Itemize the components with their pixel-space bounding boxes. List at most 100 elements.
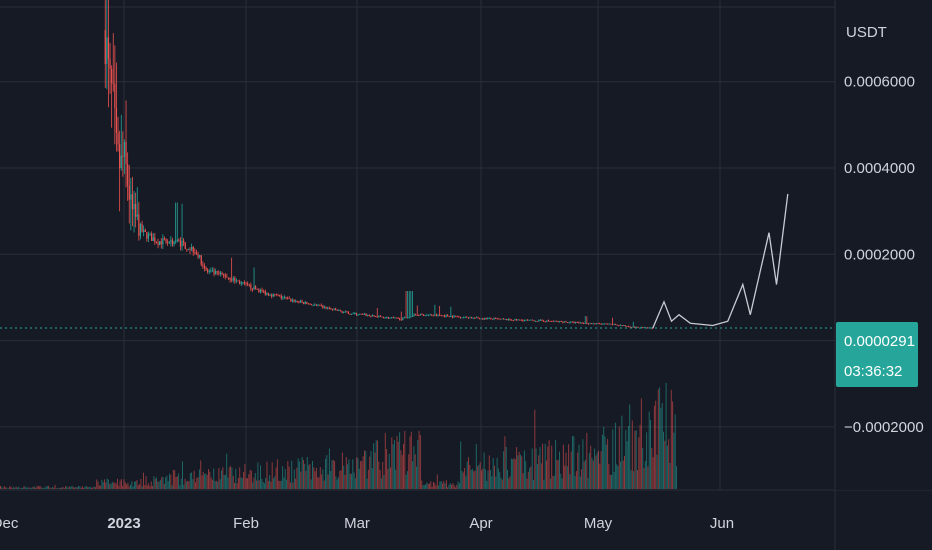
candle-body bbox=[389, 317, 391, 319]
volume-bar bbox=[465, 475, 467, 489]
volume-bar bbox=[551, 445, 553, 489]
volume-bar bbox=[379, 469, 381, 489]
volume-bar bbox=[374, 452, 376, 489]
candle-body bbox=[415, 314, 417, 316]
candle-body bbox=[221, 272, 223, 275]
candle-body bbox=[152, 237, 154, 241]
volume-bar bbox=[583, 461, 585, 489]
candle-body bbox=[283, 297, 286, 299]
volume-bar bbox=[114, 482, 116, 489]
volume-bar bbox=[40, 486, 42, 489]
candle-body bbox=[320, 304, 322, 306]
volume-bar bbox=[386, 449, 388, 489]
volume-bar bbox=[566, 466, 568, 489]
volume-bar bbox=[521, 456, 523, 489]
volume-bar bbox=[325, 458, 326, 489]
volume-bar bbox=[107, 479, 109, 489]
volume-bar bbox=[568, 444, 570, 489]
candle-body bbox=[275, 294, 278, 296]
volume-bar bbox=[287, 461, 289, 489]
volume-bar bbox=[327, 474, 329, 489]
candle-body bbox=[456, 316, 458, 318]
volume-bar bbox=[599, 463, 601, 489]
volume-bar bbox=[263, 483, 265, 489]
volume-bar bbox=[639, 424, 641, 489]
candle-body bbox=[213, 270, 215, 275]
volume-bar bbox=[377, 440, 378, 489]
candle-body bbox=[573, 321, 575, 323]
volume-bar bbox=[61, 487, 63, 489]
volume-bar bbox=[530, 466, 532, 489]
volume-bar bbox=[111, 481, 113, 489]
volume-bar bbox=[501, 479, 503, 489]
candle-body bbox=[274, 294, 276, 295]
candles bbox=[104, 0, 654, 330]
volume-bar bbox=[621, 415, 623, 489]
candle-body bbox=[552, 321, 554, 322]
candle-body bbox=[491, 318, 494, 320]
volume-bar bbox=[630, 470, 632, 489]
candle-body bbox=[199, 255, 201, 257]
volume-bar bbox=[421, 480, 423, 489]
volume-bar bbox=[497, 468, 499, 489]
volume-bar bbox=[391, 437, 393, 489]
price-axis[interactable]: USDT bbox=[834, 0, 932, 550]
volume-bar bbox=[496, 457, 498, 489]
volume-bar bbox=[438, 485, 440, 489]
volume-bar bbox=[158, 481, 160, 489]
volume-bar bbox=[609, 474, 611, 489]
x-tick-label: Apr bbox=[469, 515, 492, 532]
candle-body bbox=[592, 323, 594, 325]
candle-body bbox=[584, 322, 586, 324]
candle-body bbox=[483, 317, 486, 320]
candle-body bbox=[189, 249, 191, 250]
volume-bar bbox=[98, 485, 100, 489]
volume-bar bbox=[113, 482, 115, 489]
volume-bar bbox=[666, 445, 668, 489]
candle-body bbox=[471, 317, 473, 319]
volume-bar bbox=[408, 454, 410, 489]
candle-body bbox=[397, 317, 399, 319]
volume-bar bbox=[148, 483, 150, 489]
volume-bar bbox=[468, 457, 469, 489]
volume-bar bbox=[306, 456, 308, 489]
volume-bar bbox=[336, 479, 338, 489]
volume-bar bbox=[334, 461, 336, 489]
volume-bar bbox=[317, 477, 319, 489]
volume-bar bbox=[304, 463, 306, 489]
candle-body bbox=[170, 240, 172, 242]
volume-bar bbox=[423, 485, 425, 489]
candle-body bbox=[250, 284, 252, 289]
volume-bar bbox=[253, 477, 255, 489]
candle-body bbox=[530, 319, 532, 321]
candle-body bbox=[183, 240, 185, 243]
volume-bar bbox=[74, 487, 76, 489]
volume-bar bbox=[110, 483, 112, 489]
candle-body bbox=[295, 300, 297, 302]
volume-bar bbox=[162, 476, 164, 489]
candle-body bbox=[522, 320, 524, 321]
volume-bar bbox=[222, 467, 224, 489]
candle-body bbox=[133, 203, 135, 210]
candle-body bbox=[117, 132, 119, 145]
candle-body bbox=[299, 300, 302, 303]
volume-bar bbox=[617, 465, 619, 489]
projection-line bbox=[652, 193, 789, 329]
volume-bar bbox=[404, 431, 406, 489]
volume-bar bbox=[295, 478, 297, 489]
volume-bar bbox=[494, 465, 495, 489]
candle-body bbox=[571, 321, 574, 323]
candle-body bbox=[343, 312, 345, 313]
volume-bar bbox=[330, 470, 332, 489]
current-price-badge[interactable]: 0.0000291 03:36:32 bbox=[836, 322, 918, 387]
volume-bar bbox=[616, 464, 618, 489]
volume-bar bbox=[166, 475, 168, 489]
volume-bar bbox=[291, 460, 293, 489]
volume-bar bbox=[176, 476, 178, 489]
volume-bar bbox=[28, 487, 30, 489]
candle-body bbox=[439, 314, 441, 316]
candle-body bbox=[511, 319, 513, 321]
volume-bar bbox=[213, 468, 215, 489]
volume-bar bbox=[471, 468, 473, 489]
